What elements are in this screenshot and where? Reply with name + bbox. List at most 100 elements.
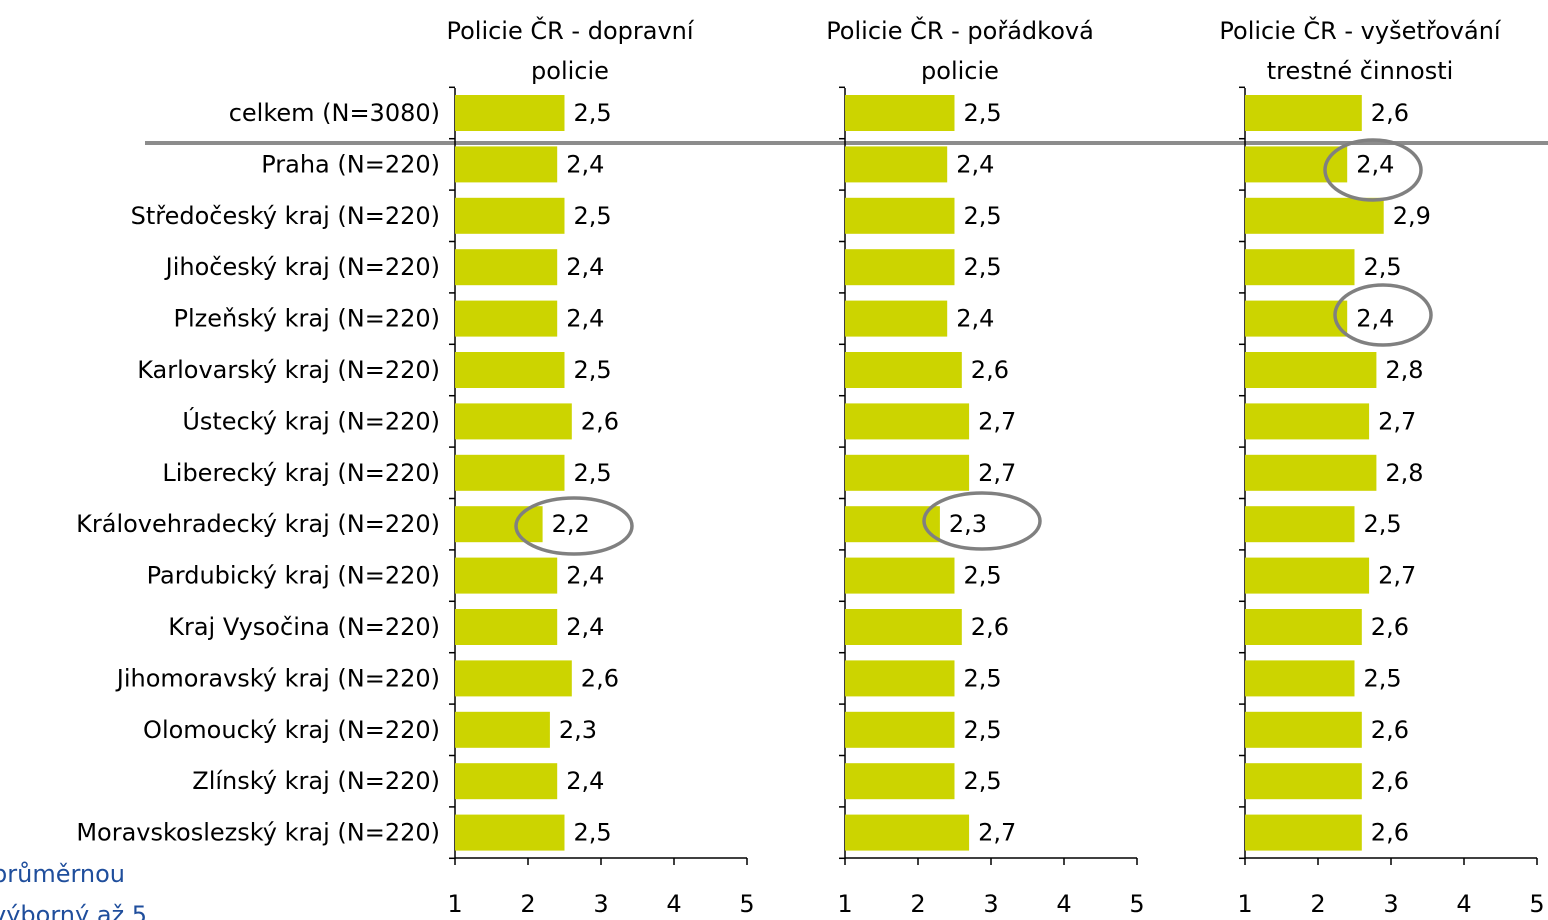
bar <box>455 249 558 286</box>
bar <box>455 403 572 440</box>
highlight <box>1323 138 1423 202</box>
bar <box>845 711 955 748</box>
highlights <box>514 138 1433 556</box>
bar <box>455 454 565 491</box>
highlight <box>922 491 1042 551</box>
value-label: 2,5 <box>574 99 612 127</box>
bar <box>1245 300 1348 337</box>
bar <box>1245 197 1384 234</box>
value-label: 2,4 <box>566 253 604 281</box>
value-label: 2,4 <box>1356 150 1394 178</box>
value-label: 2,4 <box>566 767 604 795</box>
bar <box>845 197 955 234</box>
value-label: 2,4 <box>566 613 604 641</box>
highlight <box>514 496 634 556</box>
x-tick-label: 2 <box>910 890 925 918</box>
category-label: Pardubický kraj (N=220) <box>147 562 440 590</box>
bar <box>455 95 565 131</box>
category-label: Ústecký kraj (N=220) <box>182 405 440 435</box>
value-label: 2,5 <box>574 819 612 847</box>
bar <box>845 300 948 337</box>
bar <box>845 352 962 388</box>
bar <box>455 146 558 183</box>
bar <box>1245 454 1377 491</box>
bar <box>845 814 970 851</box>
bar <box>1245 146 1348 183</box>
value-label: 2,6 <box>971 356 1009 384</box>
bar <box>455 814 565 851</box>
bar <box>1245 403 1370 440</box>
bar <box>455 660 572 697</box>
note: průměrnou <box>0 860 125 888</box>
bar <box>845 454 970 491</box>
panel-title: Policie ČR - vyšetřování <box>1219 15 1501 45</box>
value-label: 2,5 <box>964 562 1002 590</box>
value-label: 2,6 <box>581 407 619 435</box>
x-tick-label: 3 <box>593 890 608 918</box>
bar <box>1245 352 1377 388</box>
bar <box>455 763 558 800</box>
bar <box>845 609 962 645</box>
bar <box>1245 660 1355 697</box>
bar <box>845 95 955 131</box>
panel-title: trestné činnosti <box>1267 57 1454 85</box>
value-label: 2,2 <box>552 510 590 538</box>
note: výborný až 5 <box>0 901 147 920</box>
value-label: 2,5 <box>964 767 1002 795</box>
value-label: 2,7 <box>978 459 1016 487</box>
category-label: Praha (N=220) <box>261 150 440 178</box>
category-label: Moravskoslezský kraj (N=220) <box>76 819 440 847</box>
category-label: Jihočeský kraj (N=220) <box>164 253 440 281</box>
value-label: 2,5 <box>964 253 1002 281</box>
bar <box>455 711 550 748</box>
value-label: 2,5 <box>1364 253 1402 281</box>
panel-title: Policie ČR - pořádková <box>826 15 1094 45</box>
value-label: 2,5 <box>1364 510 1402 538</box>
value-label: 2,4 <box>566 305 604 333</box>
category-label: Karlovarský kraj (N=220) <box>137 356 440 384</box>
bar <box>845 763 955 800</box>
panel-title: policie <box>531 57 609 85</box>
value-label: 2,3 <box>949 510 987 538</box>
category-label: Liberecký kraj (N=220) <box>162 459 440 487</box>
x-tick-label: 5 <box>739 890 754 918</box>
bar <box>845 403 970 440</box>
bar <box>845 660 955 697</box>
value-label: 2,7 <box>1378 407 1416 435</box>
x-tick-label: 3 <box>983 890 998 918</box>
bar <box>1245 249 1355 286</box>
value-label: 2,9 <box>1393 202 1431 230</box>
value-label: 2,6 <box>581 664 619 692</box>
value-label: 2,4 <box>956 150 994 178</box>
bar <box>455 197 565 234</box>
category-label: celkem (N=3080) <box>229 99 440 127</box>
value-label: 2,6 <box>1371 716 1409 744</box>
bar <box>455 609 558 645</box>
bar <box>455 300 558 337</box>
panel-title: policie <box>921 57 999 85</box>
value-label: 2,4 <box>566 150 604 178</box>
bar <box>845 146 948 183</box>
bar <box>845 557 955 594</box>
value-label: 2,5 <box>964 664 1002 692</box>
category-label: Královehradecký kraj (N=220) <box>76 510 440 538</box>
value-label: 2,5 <box>964 99 1002 127</box>
value-label: 2,4 <box>1356 305 1394 333</box>
x-tick-label: 4 <box>666 890 681 918</box>
value-label: 2,5 <box>964 202 1002 230</box>
bar <box>1245 711 1362 748</box>
bar <box>1245 506 1355 543</box>
bar <box>845 249 955 286</box>
value-label: 2,5 <box>1364 664 1402 692</box>
bar <box>1245 763 1362 800</box>
category-label: Středočeský kraj (N=220) <box>131 202 440 230</box>
highlight <box>1333 283 1433 347</box>
value-label: 2,3 <box>559 716 597 744</box>
x-tick-label: 4 <box>1056 890 1071 918</box>
panel-title: Policie ČR - dopravní <box>446 15 694 45</box>
value-label: 2,6 <box>1371 99 1409 127</box>
x-tick-label: 2 <box>520 890 535 918</box>
value-label: 2,4 <box>566 562 604 590</box>
bar <box>455 506 543 543</box>
